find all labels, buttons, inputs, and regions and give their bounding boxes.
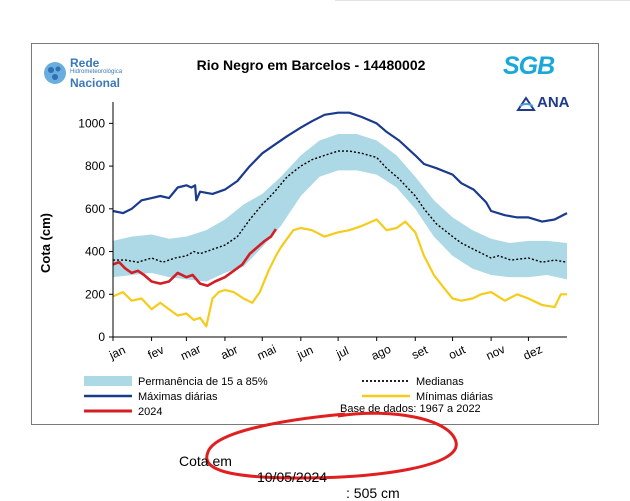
chart-panel (31, 43, 599, 425)
legend-band-swatch (84, 376, 132, 386)
y-tick-label: 600 (85, 202, 105, 216)
top-divider (335, 0, 630, 1)
x-tick-label: set (409, 342, 430, 362)
water-drop-icon (44, 62, 66, 84)
median-line (113, 150, 568, 263)
caption-label: Cota em (179, 453, 232, 469)
x-tick-label: jun (294, 343, 315, 363)
legend-median-label: Medianas (416, 376, 464, 388)
x-tick-label: mar (178, 342, 203, 363)
current-level-caption: Cota em 10/05/2024 : 505 cm (179, 437, 400, 501)
chart-legend: Permanência de 15 a 85% Máximas diárias 20… (84, 376, 494, 418)
logo-text-line2: Hidrometeorológica (70, 69, 123, 75)
x-tick-label: jan (106, 343, 127, 363)
logo-text-line3: Nacional (70, 76, 121, 90)
hydrograph-chart: Rio Negro em Barcelos - 14480002 0 200 400… (38, 57, 568, 480)
x-tick-label: nov (484, 342, 507, 363)
ana-logo-text: ANA (537, 94, 570, 111)
min-daily-line (112, 218, 567, 328)
y-tick-label: 800 (85, 159, 105, 173)
rede-hidrometeorologica-logo: Rede Hidrometeorológica Nacional (42, 56, 152, 92)
x-tick-label: abr (218, 342, 240, 362)
x-tick-label: jul (333, 343, 351, 361)
x-tick-label: mai (255, 342, 278, 363)
y-tick-label: 400 (85, 245, 105, 259)
caption-value: : 505 cm (346, 485, 400, 501)
x-tick-label: out (446, 342, 468, 362)
percentile-band (113, 134, 567, 282)
legend-band-label: Permanência de 15 a 85% (138, 376, 268, 388)
hand-drawn-circle-annotation (205, 411, 458, 480)
ana-logo: ANA (516, 92, 596, 116)
legend-min-label: Mínimas diárias (416, 391, 494, 403)
y-axis-label: Cota (cm) (38, 213, 53, 273)
y-tick-label: 200 (85, 287, 105, 301)
plot-area: 0 200 400 600 800 1000 jan fev mar abr mai jun jul ag… (78, 102, 568, 363)
y-tick-label: 1000 (78, 116, 105, 130)
chart-title: Rio Negro em Barcelos - 14480002 (197, 57, 426, 73)
y-tick-label: 0 (98, 330, 105, 344)
max-daily-line (112, 111, 568, 223)
legend-max-label: Máximas diárias (138, 391, 218, 403)
caption-date: 10/05/2024 (257, 469, 328, 485)
series-2024-line (112, 228, 277, 287)
x-tick-label: fev (146, 343, 166, 362)
logo-text-line1: Rede (70, 56, 100, 70)
ana-wave-icon (516, 96, 536, 111)
x-tick-label: dez (521, 342, 544, 363)
legend-2024-label: 2024 (138, 406, 162, 418)
sgb-logo: SGB (503, 52, 555, 80)
x-tick-label: ago (369, 342, 393, 363)
